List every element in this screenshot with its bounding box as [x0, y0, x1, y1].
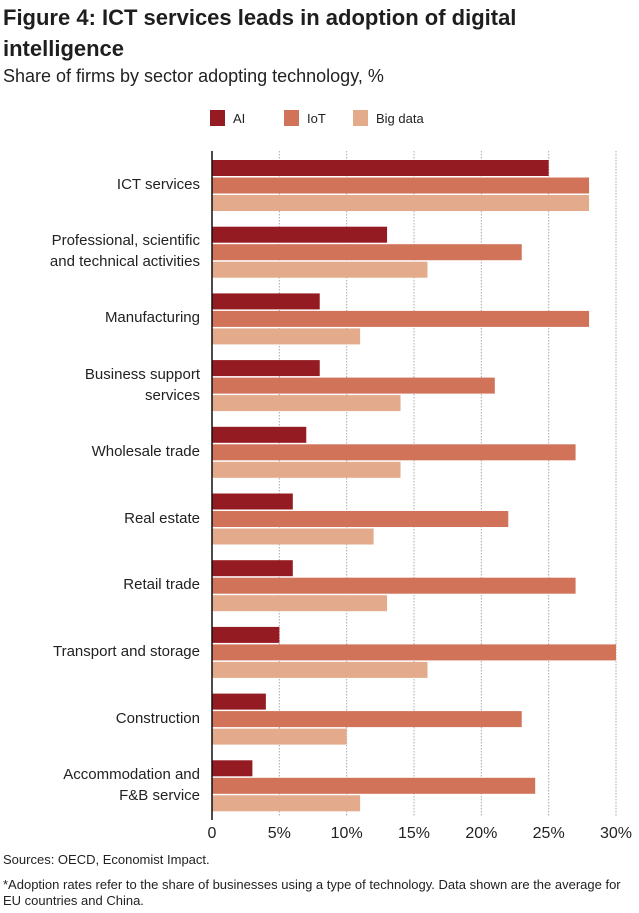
sector-label: Transport and storage [52, 642, 200, 660]
bar-iot [212, 177, 590, 194]
legend-label-big-data: Big data [376, 110, 424, 126]
x-tick-label: 10% [331, 825, 363, 842]
bar-big-data [212, 461, 401, 478]
bar-big-data [212, 261, 428, 278]
sector-label: ICT services [116, 176, 200, 193]
sector-label: Construction [115, 709, 200, 727]
bar-iot [212, 310, 590, 327]
x-tick-label: 20% [465, 825, 497, 842]
bar-ai [212, 293, 320, 310]
bar-iot [212, 711, 522, 728]
bar-ai [212, 626, 280, 643]
legend-label-iot: IoT [307, 110, 326, 126]
bar-big-data [212, 661, 428, 678]
bar-big-data [212, 195, 590, 211]
x-tick-labels: 0 5% 10% 15% 20% 25% 30% [208, 825, 632, 842]
sector-label: Retail trade [123, 576, 200, 594]
bars [212, 160, 616, 812]
bar-iot [212, 511, 509, 527]
bar-ai [212, 760, 253, 777]
bar-ai [212, 426, 307, 443]
bar-iot [212, 644, 616, 661]
bar-iot [212, 444, 576, 461]
sector-label: Manufacturing [104, 309, 200, 327]
x-tick-label: 0 [208, 825, 217, 842]
bar-iot [212, 577, 576, 594]
bar-big-data [212, 395, 401, 412]
bar-big-data [212, 728, 347, 745]
bar-iot [212, 244, 522, 261]
bar-ai [212, 693, 266, 710]
bar-big-data [212, 595, 388, 612]
sector-label: Accommodation and F&B service [63, 765, 200, 804]
legend-item-iot: IoT [284, 110, 326, 126]
chart-title: Figure 4: ICT services leads in adoption… [3, 5, 517, 61]
bar-iot [212, 377, 495, 394]
footnote: *Adoption rates refer to the share of bu… [3, 877, 621, 908]
bar-ai [212, 360, 320, 377]
x-tick-label: 15% [398, 825, 430, 842]
bar-big-data [212, 528, 374, 545]
chart-subtitle: Share of firms by sector adopting techno… [3, 66, 384, 86]
legend-swatch-iot [284, 110, 299, 126]
legend-swatch-big-data [353, 110, 368, 126]
legend-item-ai: AI [210, 110, 245, 126]
bar-big-data [212, 795, 361, 812]
x-tick-label: 25% [533, 825, 565, 842]
sector-label: Real estate [124, 509, 200, 527]
x-tick-label: 30% [600, 825, 632, 842]
legend-swatch-ai [210, 110, 225, 126]
bar-ai [212, 226, 388, 243]
legend-item-big-data: Big data [353, 110, 424, 126]
bar-ai [212, 160, 549, 176]
bar-big-data [212, 328, 361, 345]
bar-iot [212, 777, 536, 794]
bar-ai [212, 493, 293, 510]
sector-label: Wholesale trade [91, 442, 200, 460]
sources-note: Sources: OECD, Economist Impact. [3, 852, 210, 867]
legend: AI IoT Big data [0, 110, 639, 128]
sector-label: Professional, scientific and technical a… [49, 232, 200, 271]
sector-label: Business support services [84, 365, 200, 404]
x-tick-label: 5% [268, 825, 291, 842]
bar-ai [212, 560, 293, 577]
legend-label-ai: AI [233, 110, 246, 126]
